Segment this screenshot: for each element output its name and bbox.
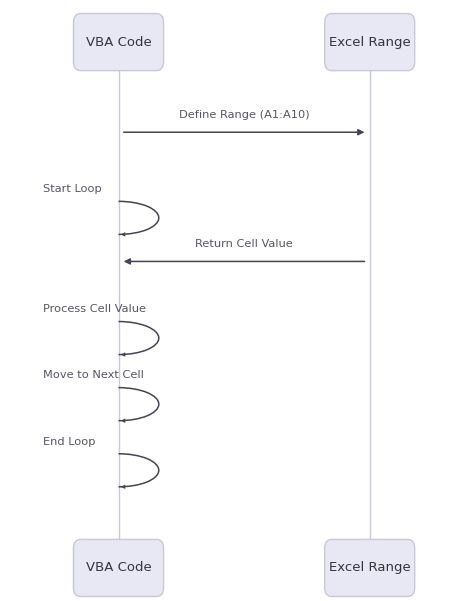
Text: Return Cell Value: Return Cell Value: [195, 239, 293, 249]
Text: VBA Code: VBA Code: [86, 35, 151, 49]
Text: Process Cell Value: Process Cell Value: [43, 304, 146, 314]
Text: Excel Range: Excel Range: [329, 561, 410, 575]
FancyBboxPatch shape: [73, 540, 164, 596]
Text: Define Range (A1:A10): Define Range (A1:A10): [179, 110, 310, 120]
Text: Move to Next Cell: Move to Next Cell: [43, 370, 144, 380]
Text: End Loop: End Loop: [43, 436, 95, 447]
FancyBboxPatch shape: [325, 13, 415, 70]
Text: Start Loop: Start Loop: [43, 184, 101, 194]
Text: Excel Range: Excel Range: [329, 35, 410, 49]
FancyBboxPatch shape: [73, 13, 164, 70]
FancyBboxPatch shape: [325, 540, 415, 596]
Text: VBA Code: VBA Code: [86, 561, 151, 575]
